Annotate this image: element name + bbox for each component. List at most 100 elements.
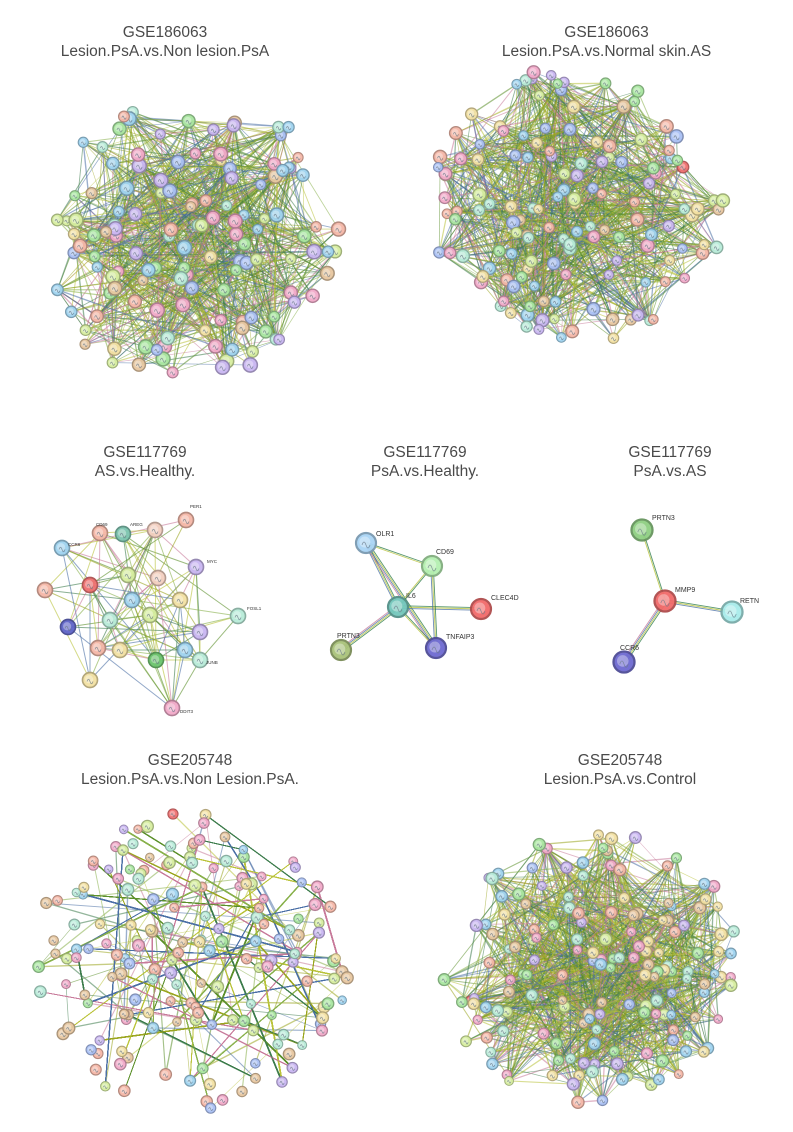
network-node (667, 1024, 680, 1036)
network-edge (606, 850, 685, 926)
network-edge (316, 886, 343, 972)
network-edge (182, 941, 348, 979)
network-edge (636, 913, 680, 1075)
network-edge (476, 925, 705, 993)
network-edge (122, 849, 298, 953)
network-node (177, 936, 189, 948)
network-edge (115, 846, 290, 931)
network-edge (263, 898, 323, 1031)
network-edge (602, 847, 689, 972)
network-edge (246, 958, 323, 1019)
network-edge (174, 898, 264, 909)
network-edge (532, 867, 689, 972)
network-edge (543, 999, 658, 1035)
network-edge (473, 867, 568, 999)
network-edge (152, 899, 212, 1109)
network-edge (600, 964, 672, 972)
network-edge (470, 1000, 544, 1035)
network-edge (152, 899, 212, 1109)
network-edge (120, 973, 303, 1046)
network-edge (148, 839, 200, 1013)
network-edge (151, 931, 154, 980)
network-node (724, 947, 737, 960)
network-edge (605, 938, 705, 1053)
network-edge (488, 877, 606, 940)
network-edge (246, 958, 323, 1019)
network-edge (243, 1020, 303, 1046)
network-edge (558, 1013, 657, 1061)
network-edge (491, 877, 672, 972)
network-edge (583, 973, 715, 1064)
network-edge (138, 945, 154, 1029)
network-edge (601, 952, 731, 960)
network-edge (489, 962, 705, 1053)
network-node (87, 855, 99, 867)
network-edge (645, 920, 668, 952)
network-edge (112, 976, 293, 1069)
panel-title: GSE186063 Lesion.PsA.vs.Non lesion.PsA (0, 23, 330, 61)
network-edge (112, 976, 293, 1069)
network-edge (492, 1043, 595, 1065)
network-edge (492, 941, 649, 1065)
network-edge (607, 850, 647, 952)
network-edge (526, 974, 597, 1030)
network-edge (204, 916, 245, 1021)
network-edge (255, 940, 324, 1019)
network-edge (197, 898, 264, 1013)
network-edge (119, 978, 154, 1065)
network-edge (510, 979, 559, 1061)
network-edge (176, 882, 303, 1023)
network-edge (475, 924, 563, 1001)
network-node (642, 935, 655, 948)
network-edge (115, 846, 124, 851)
network-edge (92, 860, 169, 929)
network-edge (257, 904, 316, 918)
network-node (216, 1094, 229, 1106)
network-edge (588, 1013, 696, 1018)
network-edge (151, 931, 154, 980)
network-edge (662, 970, 665, 1061)
network-edge (552, 862, 584, 1076)
network-edge (152, 899, 212, 1109)
network-edge (199, 839, 244, 851)
network-node (308, 897, 322, 912)
network-edge (38, 886, 203, 968)
network-edge (576, 913, 579, 940)
network-node (558, 1000, 571, 1013)
network-edge (572, 1029, 597, 1085)
network-edge (104, 850, 124, 1087)
network-edge (137, 828, 193, 864)
network-edge (611, 838, 687, 1052)
network-edge (211, 932, 320, 1026)
network-edge (189, 856, 318, 888)
network-edge (601, 973, 715, 1003)
network-edge (255, 940, 324, 1019)
network-node (330, 953, 341, 964)
network-edge (596, 978, 688, 1030)
network-edge (501, 895, 594, 954)
network-edge (522, 973, 680, 1075)
network-edge (645, 974, 731, 986)
network-edge (176, 882, 303, 1023)
network-edge (515, 946, 722, 978)
network-node (70, 943, 83, 955)
network-edge (465, 844, 540, 1042)
network-edge (152, 899, 212, 1109)
network-edge (128, 1014, 256, 1079)
network-edge (514, 875, 584, 948)
network-edge (492, 875, 584, 935)
network-edge (565, 867, 580, 1076)
network-edge (151, 930, 293, 1069)
network-edge (506, 976, 722, 1013)
network-edge (88, 948, 336, 959)
network-edge (205, 814, 331, 908)
network-edge (531, 994, 595, 1044)
network-edge (199, 839, 244, 851)
network-edge (99, 1020, 245, 1042)
network-node (261, 960, 274, 973)
network-edge (129, 953, 295, 965)
network-edge (123, 828, 299, 936)
network-edge (504, 914, 535, 961)
network-edge (174, 898, 264, 909)
network-node (689, 1011, 701, 1023)
